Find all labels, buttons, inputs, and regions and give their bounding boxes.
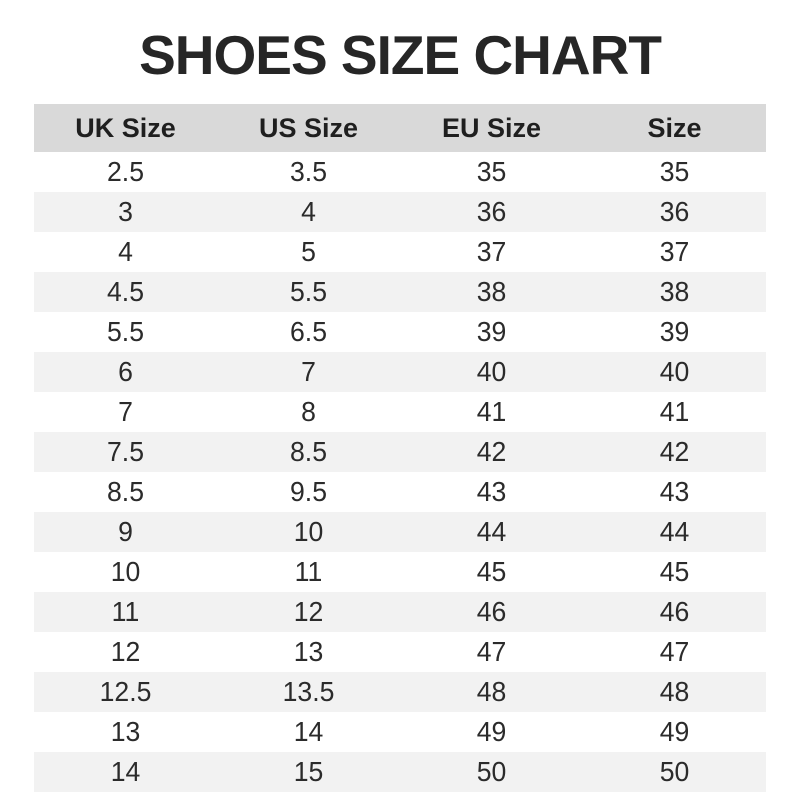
size-cell: 50	[659, 756, 690, 787]
table-row: 3 4 36 36	[34, 192, 766, 232]
table-row: 10 11 45 45	[34, 552, 766, 592]
size-cell: 46	[476, 596, 507, 627]
table-row: 8.5 9.5 43 43	[34, 472, 766, 512]
table-header-row: UK Size US Size EU Size Size	[34, 104, 766, 152]
size-cell: 7	[118, 396, 133, 427]
size-cell: 37	[659, 236, 690, 267]
size-cell: 14	[110, 756, 141, 787]
size-cell: 3	[118, 196, 133, 227]
size-cell: 12.5	[99, 676, 152, 707]
table-row: 4 5 37 37	[34, 232, 766, 272]
size-cell: 11	[111, 596, 140, 627]
size-cell: 50	[476, 756, 507, 787]
table-row: 4.5 5.5 38 38	[34, 272, 766, 312]
size-cell: 45	[476, 556, 507, 587]
size-cell: 10	[293, 516, 324, 547]
size-cell: 40	[659, 356, 690, 387]
size-cell: 13	[110, 716, 141, 747]
size-cell: 5	[301, 236, 316, 267]
size-cell: 35	[476, 156, 507, 187]
size-cell: 4	[118, 236, 133, 267]
size-cell: 12	[293, 596, 324, 627]
table-row: 7 8 41 41	[34, 392, 766, 432]
table-body: 2.5 3.5 35 35 3 4 36 36 4 5 37 37 4.5 5.5 38 38 5.5 6.5 39…	[34, 152, 766, 792]
size-cell: 15	[293, 756, 324, 787]
table-row: 14 15 50 50	[34, 752, 766, 792]
size-cell: 47	[476, 636, 507, 667]
size-cell: 40	[476, 356, 507, 387]
size-cell: 41	[476, 396, 507, 427]
size-cell: 5.5	[107, 316, 144, 347]
size-cell: 36	[659, 196, 690, 227]
size-cell: 48	[659, 676, 690, 707]
column-header-size: Size	[647, 112, 702, 143]
size-cell: 10	[110, 556, 141, 587]
size-cell: 35	[659, 156, 690, 187]
size-cell: 6.5	[290, 316, 327, 347]
table-row: 12 13 47 47	[34, 632, 766, 672]
size-cell: 9	[118, 516, 133, 547]
size-cell: 42	[476, 436, 507, 467]
table-row: 7.5 8.5 42 42	[34, 432, 766, 472]
column-header-uk-size: UK Size	[75, 112, 176, 143]
size-cell: 41	[659, 396, 690, 427]
size-cell: 3.5	[290, 156, 327, 187]
table-row: 6 7 40 40	[34, 352, 766, 392]
size-cell: 37	[476, 236, 507, 267]
size-cell: 42	[659, 436, 690, 467]
size-cell: 2.5	[107, 156, 144, 187]
size-cell: 46	[659, 596, 690, 627]
size-cell: 36	[476, 196, 507, 227]
size-cell: 44	[476, 516, 507, 547]
size-cell: 14	[293, 716, 324, 747]
size-table: UK Size US Size EU Size Size 2.5 3.5 35 35 3 4 36…	[34, 104, 766, 792]
size-cell: 38	[476, 276, 507, 307]
size-cell: 7.5	[107, 436, 144, 467]
table-row: 2.5 3.5 35 35	[34, 152, 766, 192]
size-cell: 6	[118, 356, 133, 387]
size-cell: 49	[659, 716, 690, 747]
table-row: 13 14 49 49	[34, 712, 766, 752]
size-cell: 13.5	[282, 676, 335, 707]
page-title: SHOES SIZE CHART	[139, 24, 662, 86]
size-cell: 43	[659, 476, 690, 507]
size-cell: 4.5	[107, 276, 144, 307]
size-cell: 13	[293, 636, 324, 667]
size-cell: 11	[294, 556, 323, 587]
size-cell: 44	[659, 516, 690, 547]
column-header-us-size: US Size	[258, 112, 359, 143]
size-cell: 5.5	[290, 276, 327, 307]
table-row: 11 12 46 46	[34, 592, 766, 632]
table-row: 5.5 6.5 39 39	[34, 312, 766, 352]
size-cell: 12	[110, 636, 141, 667]
size-cell: 8.5	[290, 436, 327, 467]
size-cell: 39	[476, 316, 507, 347]
size-cell: 49	[476, 716, 507, 747]
size-cell: 8	[301, 396, 316, 427]
column-header-eu-size: EU Size	[441, 112, 542, 143]
table-row: 12.5 13.5 48 48	[34, 672, 766, 712]
size-cell: 38	[659, 276, 690, 307]
table-row: 9 10 44 44	[34, 512, 766, 552]
size-cell: 39	[659, 316, 690, 347]
size-cell: 4	[301, 196, 316, 227]
size-cell: 43	[476, 476, 507, 507]
size-cell: 45	[659, 556, 690, 587]
size-cell: 48	[476, 676, 507, 707]
size-cell: 8.5	[107, 476, 144, 507]
size-cell: 7	[301, 356, 316, 387]
size-cell: 47	[659, 636, 690, 667]
size-cell: 9.5	[290, 476, 327, 507]
